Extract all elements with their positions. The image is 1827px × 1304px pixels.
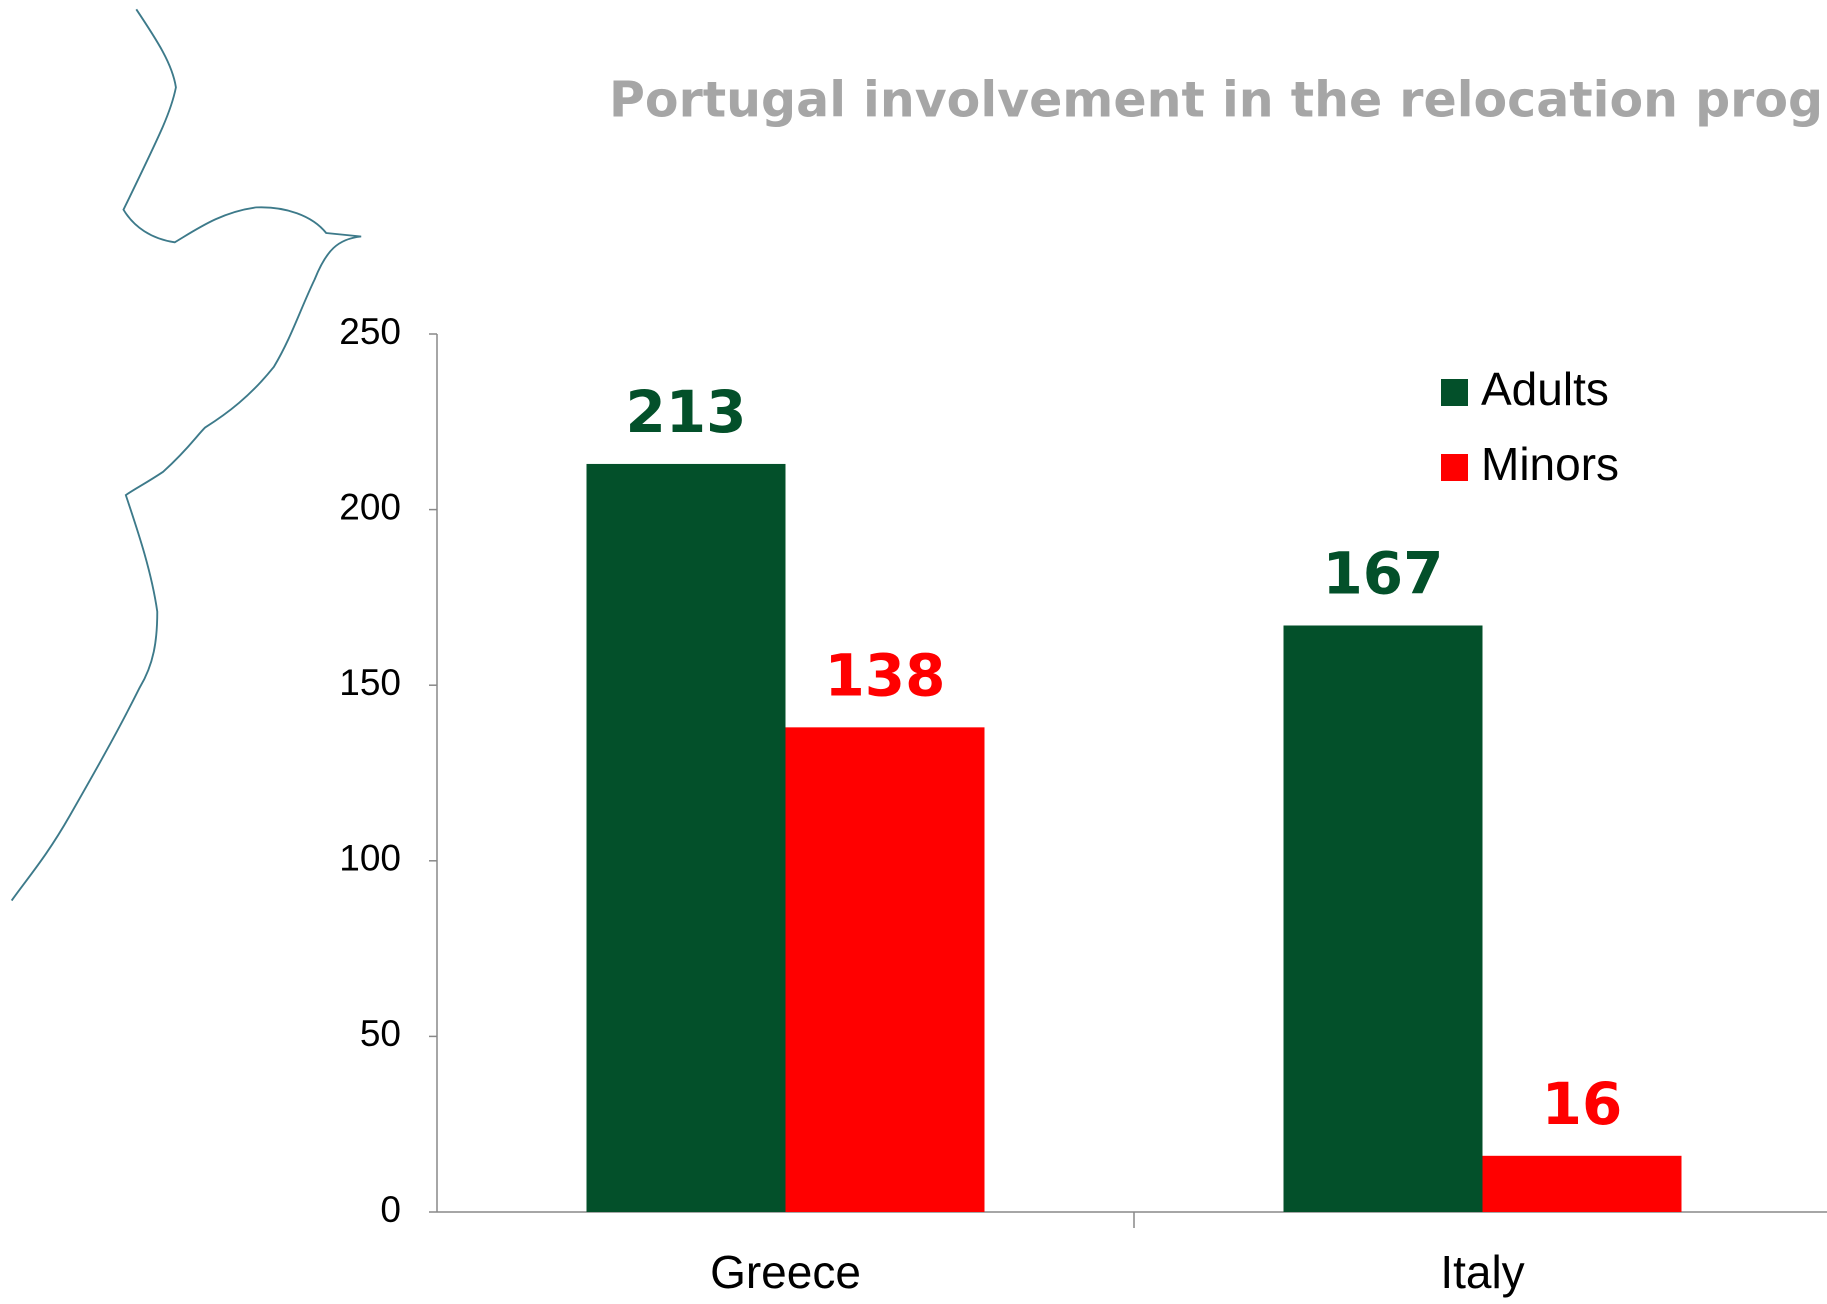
y-tick-label: 100 — [339, 838, 401, 879]
bar — [785, 727, 985, 1212]
value-label: 213 — [625, 378, 746, 446]
x-tick-label: Greece — [710, 1246, 861, 1298]
y-tick-label: 0 — [380, 1189, 401, 1230]
chart-title: Portugal involvement in the relocation p… — [609, 72, 1827, 129]
bar — [1283, 625, 1483, 1212]
y-tick-label: 50 — [360, 1013, 401, 1054]
bar — [1482, 1155, 1682, 1212]
x-tick-label: Italy — [1440, 1246, 1524, 1298]
bird-outline — [10, 8, 362, 902]
value-label: 16 — [1542, 1070, 1623, 1138]
value-label: 167 — [1322, 540, 1443, 608]
legend-swatch — [1441, 454, 1468, 481]
y-tick-label: 250 — [339, 311, 401, 352]
value-label: 138 — [824, 641, 945, 709]
legend-label: Adults — [1481, 363, 1609, 415]
y-tick-label: 150 — [339, 662, 401, 703]
y-tick-label: 200 — [339, 486, 401, 527]
legend-swatch — [1441, 379, 1468, 406]
legend-label: Minors — [1481, 438, 1619, 490]
bar — [586, 463, 786, 1213]
